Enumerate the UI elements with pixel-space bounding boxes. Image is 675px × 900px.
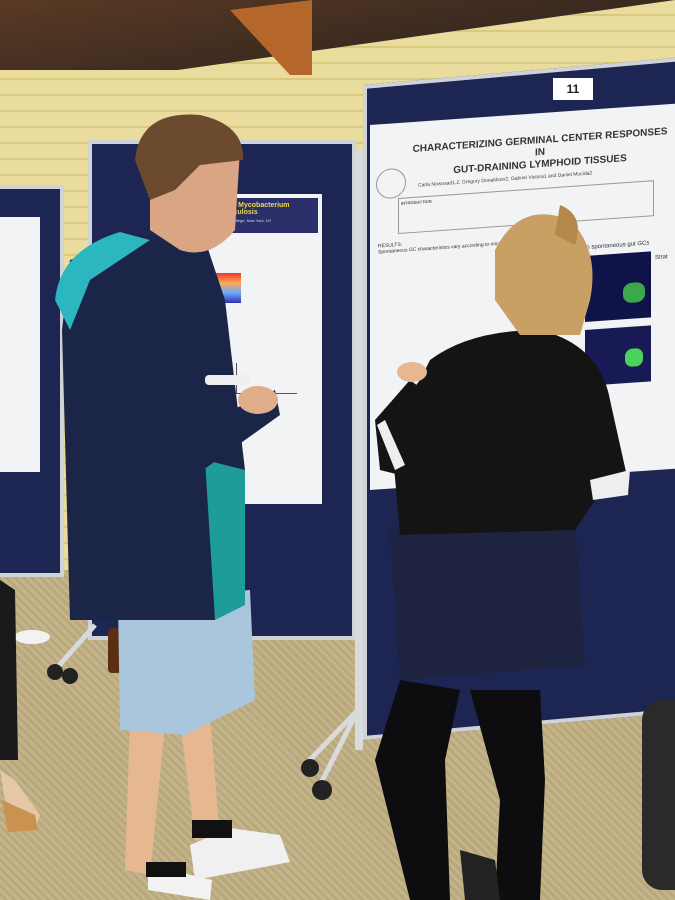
hood <box>55 232 150 330</box>
board-pole <box>355 150 363 750</box>
hoodie <box>62 235 245 620</box>
poster-number: 11 <box>553 78 593 100</box>
poster-left <box>0 217 40 472</box>
hair <box>135 114 244 200</box>
blonde-hair <box>495 214 593 335</box>
sneakers <box>190 828 290 880</box>
sweater <box>390 330 630 535</box>
poster-middle-title: ility in Mycobacterium tuberculosis <box>216 202 290 216</box>
poster-board-left <box>0 185 64 577</box>
denim-shorts <box>118 590 255 735</box>
paper-plate <box>205 375 250 385</box>
person-right-edge <box>642 700 675 890</box>
poster-middle-affiliation: Medical College, New York, NY <box>216 218 272 223</box>
skirt <box>390 520 585 680</box>
tights <box>375 680 460 900</box>
